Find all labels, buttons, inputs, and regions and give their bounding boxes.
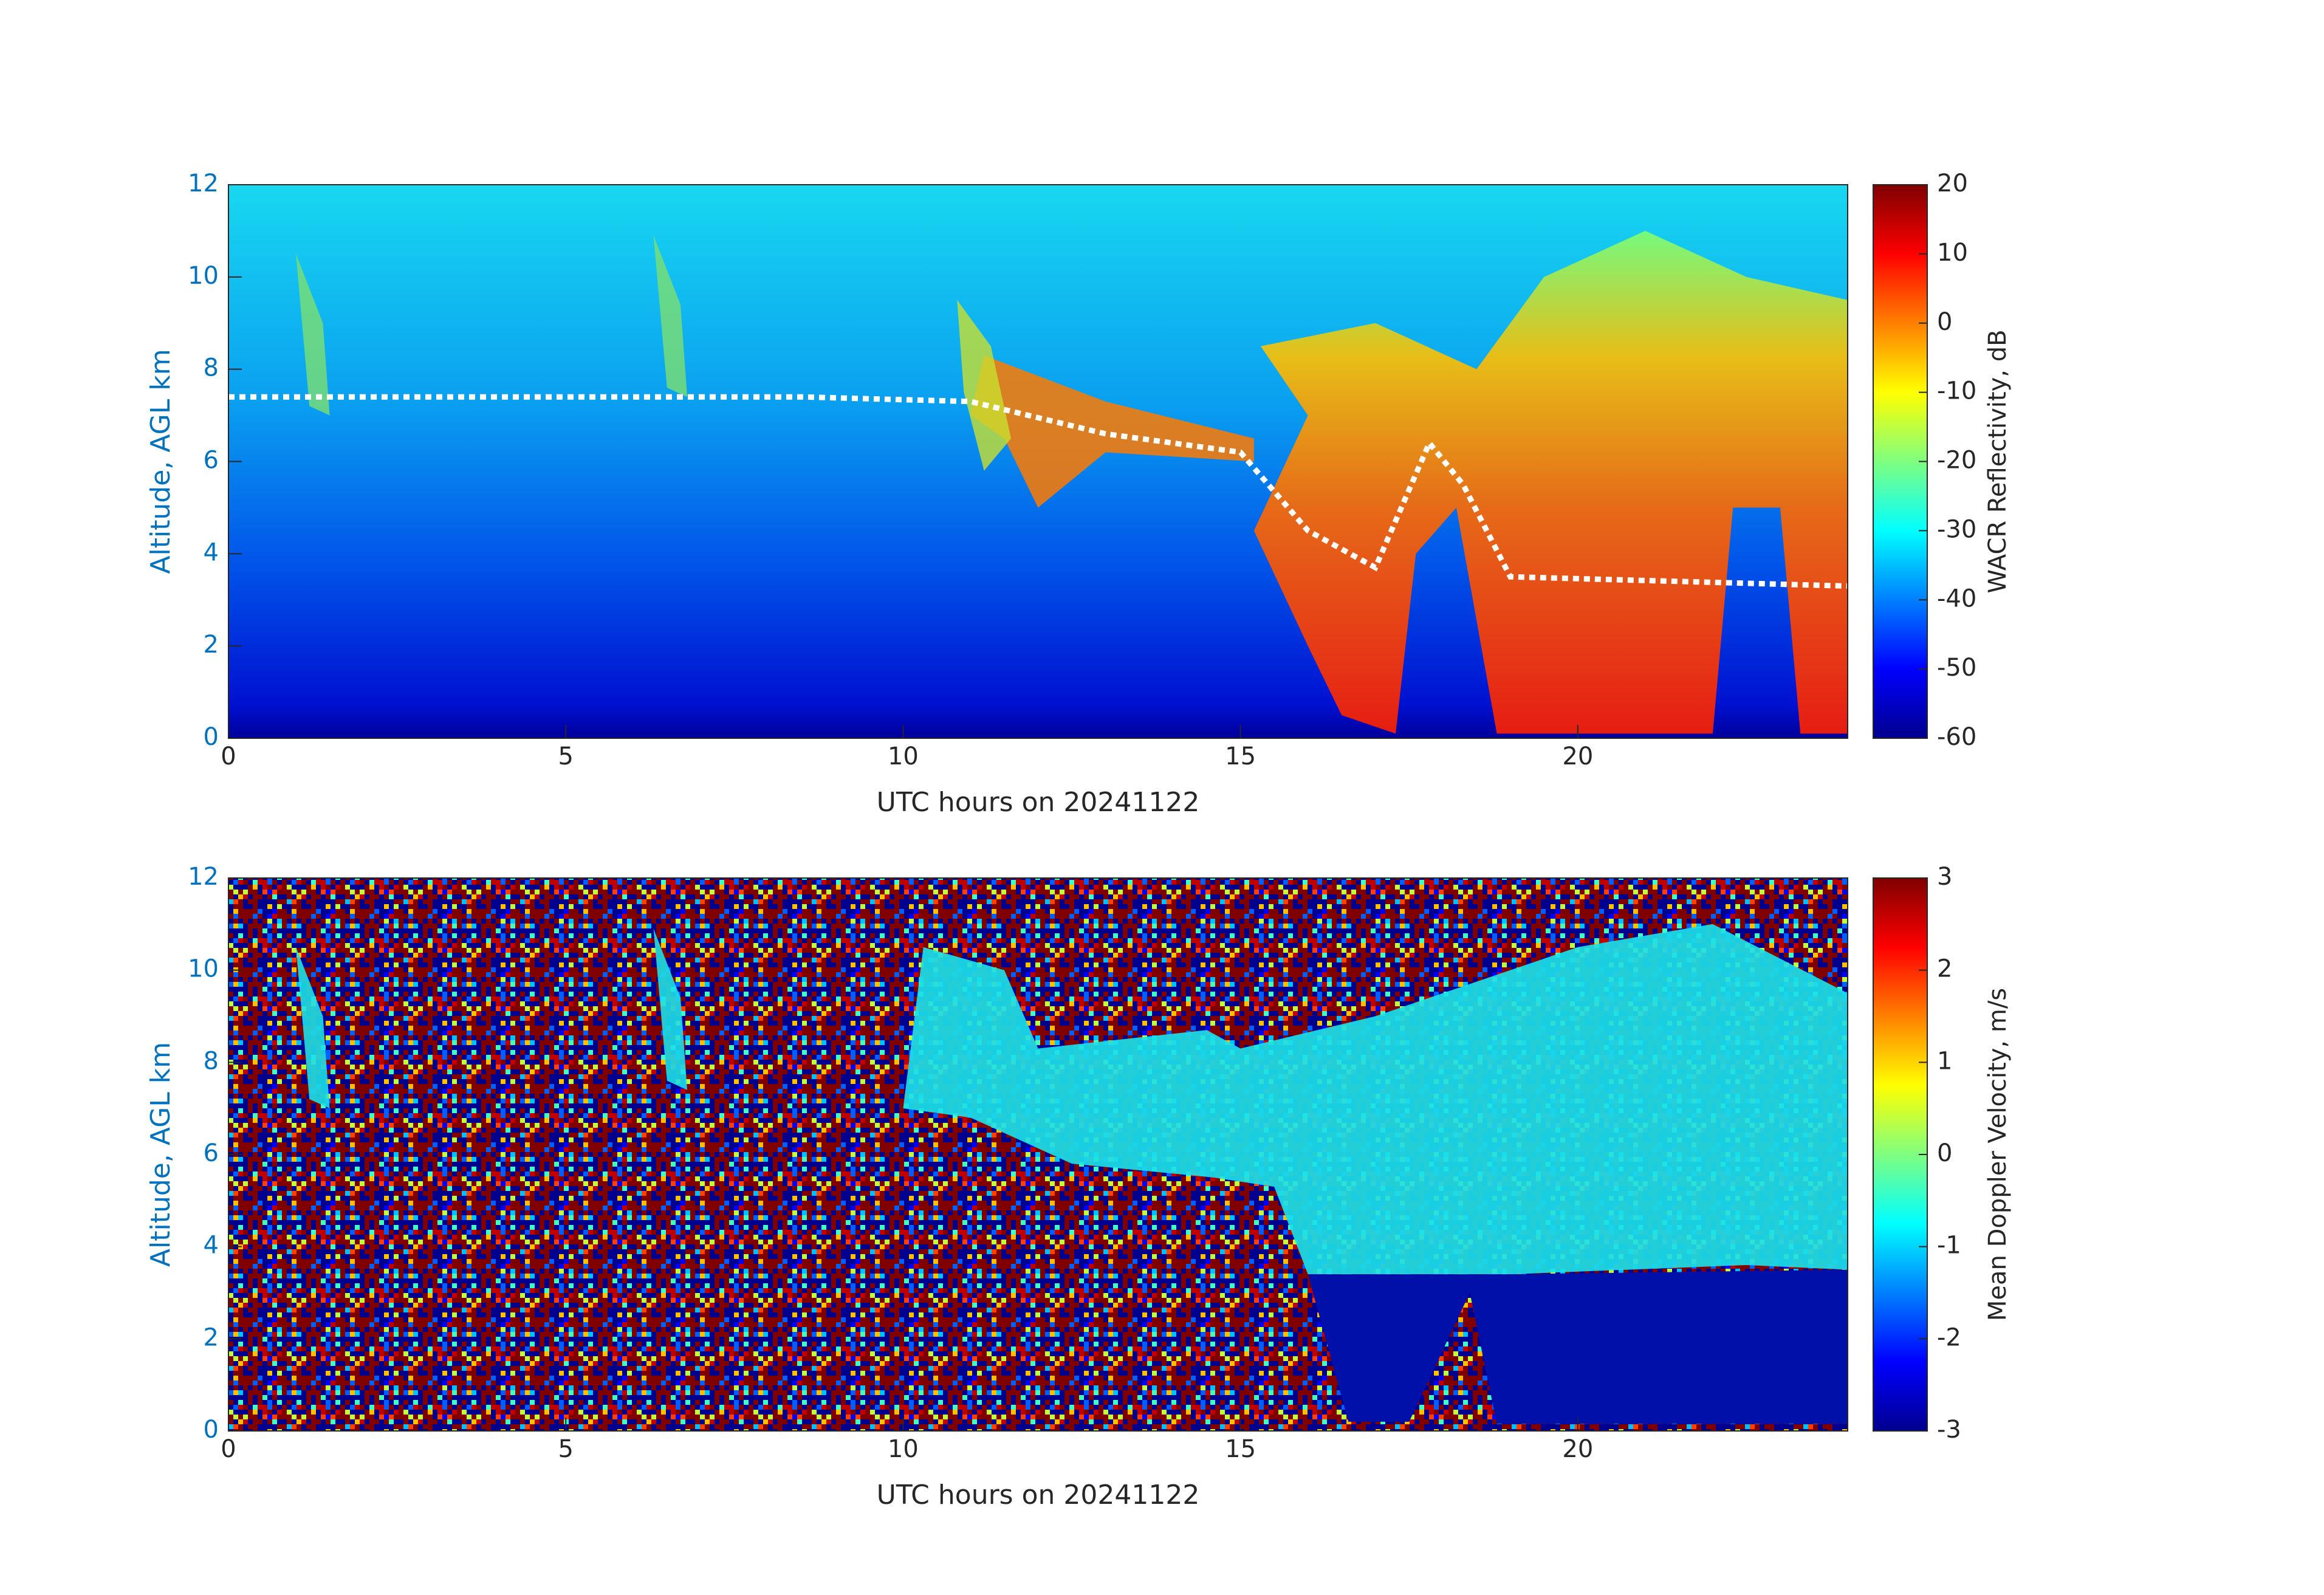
colorbar-tick-label: -20 <box>1937 447 1976 475</box>
colorbar-tick-label: -2 <box>1937 1323 1961 1351</box>
colorbar-tick-label: -60 <box>1937 723 1976 751</box>
colorbar <box>1873 877 1928 1432</box>
echo-region <box>653 928 688 1090</box>
colorbar-label: WACR Reflectivity, dB <box>1984 329 2012 593</box>
y-tick-label: 8 <box>204 354 219 382</box>
echo-region <box>1308 1269 1848 1424</box>
y-tick-label: 10 <box>188 955 219 983</box>
colorbar-tick-label: -40 <box>1937 585 1976 612</box>
echo-region <box>296 253 330 416</box>
colorbar-tick-label: 2 <box>1937 955 1952 983</box>
cloud-top-line <box>228 394 1848 589</box>
colorbar <box>1873 184 1928 739</box>
y-tick-label: 12 <box>188 863 219 891</box>
x-axis-label: UTC hours on 20241122 <box>877 1480 1200 1511</box>
x-tick-label: 5 <box>558 743 573 770</box>
y-tick-label: 6 <box>204 447 219 475</box>
x-axis-label: UTC hours on 20241122 <box>877 787 1200 818</box>
y-tick-label: 12 <box>188 170 219 197</box>
y-tick-label: 6 <box>204 1139 219 1167</box>
colorbar-tick-label: -30 <box>1937 515 1976 543</box>
colorbar-tick-label: -3 <box>1937 1416 1961 1444</box>
y-axis-label: Altitude, AGL km <box>145 349 176 574</box>
y-tick-label: 4 <box>204 1232 219 1260</box>
colorbar-tick-label: -1 <box>1937 1232 1961 1260</box>
colorbar-tick-label: -10 <box>1937 377 1976 405</box>
x-tick-label: 15 <box>1225 1435 1256 1463</box>
echo-region <box>1253 230 1848 734</box>
y-tick-label: 10 <box>188 262 219 290</box>
echo-region <box>653 235 688 397</box>
colorbar-tick-label: 0 <box>1937 1139 1952 1167</box>
colorbar-tick-label: 1 <box>1937 1047 1952 1075</box>
x-tick-label: 20 <box>1562 1435 1593 1463</box>
colorbar-label: Mean Doppler Velocity, m/s <box>1984 988 2012 1321</box>
colorbar-tick-label: 20 <box>1937 170 1968 197</box>
colorbar-tick-label: 0 <box>1937 308 1952 336</box>
x-tick-label: 5 <box>558 1435 573 1463</box>
echo-region <box>970 355 1254 508</box>
x-tick-label: 10 <box>888 743 919 770</box>
echo-region <box>296 947 330 1109</box>
x-tick-label: 0 <box>221 1435 236 1463</box>
y-tick-label: 8 <box>204 1047 219 1075</box>
x-tick-label: 10 <box>888 1435 919 1463</box>
y-tick-label: 2 <box>204 1323 219 1351</box>
colorbar-tick-label: -50 <box>1937 654 1976 682</box>
y-axis-label: Altitude, AGL km <box>145 1042 176 1267</box>
colorbar-tick-label: 3 <box>1937 863 1952 891</box>
echo-region <box>903 924 1848 1275</box>
echo-region <box>957 300 1012 471</box>
y-tick-label: 0 <box>204 1416 219 1444</box>
x-tick-label: 20 <box>1562 743 1593 770</box>
y-tick-label: 0 <box>204 723 219 751</box>
y-tick-label: 4 <box>204 538 219 566</box>
x-tick-label: 0 <box>221 743 236 770</box>
y-tick-label: 2 <box>204 631 219 659</box>
x-tick-label: 15 <box>1225 743 1256 770</box>
colorbar-tick-label: 10 <box>1937 239 1968 267</box>
